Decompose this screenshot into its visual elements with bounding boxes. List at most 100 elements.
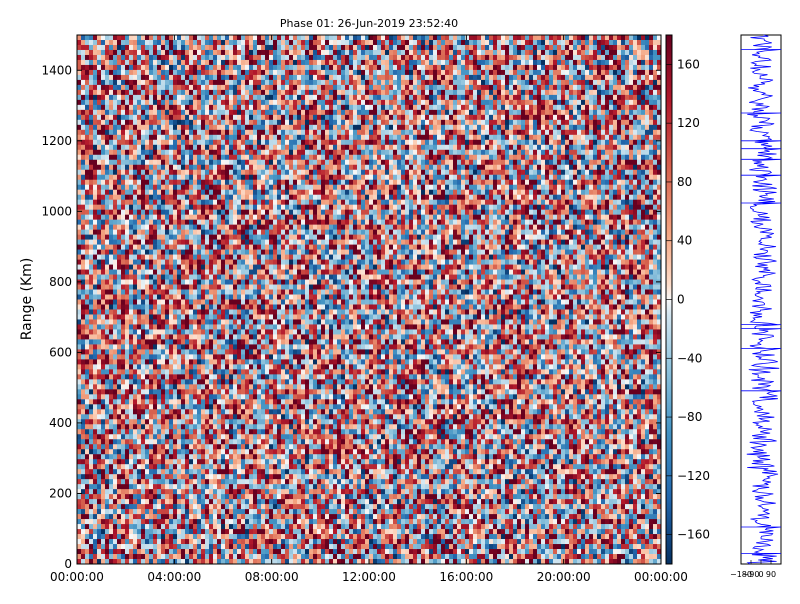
heatmap-cell	[201, 499, 206, 505]
heatmap-cell	[217, 234, 222, 240]
heatmap-cell	[81, 389, 86, 395]
heatmap-cell	[121, 274, 126, 280]
heatmap-cell	[85, 474, 90, 480]
heatmap-cell	[245, 69, 250, 76]
heatmap-cell	[237, 399, 242, 405]
heatmap-cell	[201, 104, 206, 111]
heatmap-cell	[229, 224, 234, 230]
heatmap-cell	[229, 299, 234, 305]
heatmap-cell	[89, 214, 94, 220]
heatmap-cell	[89, 454, 94, 460]
heatmap-cell	[209, 434, 214, 440]
heatmap-cell	[213, 544, 218, 550]
heatmap-cell	[161, 174, 166, 181]
heatmap-cell	[145, 289, 150, 295]
heatmap-cell	[125, 439, 130, 445]
heatmap-cell	[129, 349, 134, 355]
heatmap-cell	[229, 294, 234, 300]
heatmap-cell	[213, 289, 218, 295]
heatmap-cell	[225, 204, 230, 210]
heatmap-cell	[249, 304, 254, 310]
heatmap-cell	[117, 484, 122, 490]
heatmap-cell	[205, 364, 210, 370]
heatmap-cell	[233, 239, 238, 245]
heatmap-cell	[229, 339, 234, 345]
heatmap-cell	[241, 274, 246, 280]
heatmap-cell	[145, 199, 150, 205]
heatmap-cell	[265, 35, 270, 41]
heatmap-cell	[197, 274, 202, 280]
heatmap-cell	[129, 54, 134, 61]
heatmap-cell	[213, 144, 218, 151]
heatmap-cell	[93, 44, 98, 51]
heatmap-cell	[121, 379, 126, 385]
heatmap-cell	[133, 284, 138, 290]
heatmap-cell	[233, 279, 238, 285]
heatmap-cell	[205, 94, 210, 101]
heatmap-cell	[185, 529, 190, 535]
heatmap-cell	[233, 79, 238, 86]
heatmap-cell	[81, 299, 86, 305]
heatmap-cell	[253, 514, 258, 520]
heatmap-cell	[137, 499, 142, 505]
heatmap-cell	[145, 374, 150, 380]
heatmap-cell	[257, 379, 262, 385]
heatmap-cell	[189, 519, 194, 525]
heatmap-cell	[97, 419, 102, 425]
heatmap-cell	[261, 504, 266, 510]
heatmap-cell	[205, 124, 210, 131]
heatmap-cell	[153, 194, 158, 200]
heatmap-cell	[177, 559, 182, 565]
heatmap-cell	[225, 444, 230, 450]
heatmap-cell	[153, 529, 158, 535]
heatmap-cell	[81, 494, 86, 500]
heatmap-cell	[125, 539, 130, 545]
heatmap-cell	[117, 49, 122, 56]
heatmap-cell	[93, 299, 98, 305]
heatmap-cell	[133, 324, 138, 330]
heatmap-cell	[97, 249, 102, 255]
heatmap-cell	[101, 519, 106, 525]
heatmap-cell	[177, 279, 182, 285]
heatmap-cell	[241, 279, 246, 285]
heatmap-cell	[113, 519, 118, 525]
heatmap-cell	[113, 429, 118, 435]
heatmap-cell	[77, 554, 82, 560]
heatmap-cell	[77, 429, 82, 435]
heatmap-cell	[261, 79, 266, 86]
heatmap-cell	[229, 319, 234, 325]
heatmap-cell	[81, 354, 86, 360]
heatmap-cell	[153, 49, 158, 56]
heatmap-cell	[137, 174, 142, 181]
heatmap-cell	[97, 239, 102, 245]
heatmap-cell	[121, 124, 126, 131]
heatmap-cell	[101, 424, 106, 430]
heatmap-cell	[201, 384, 206, 390]
heatmap-cell	[233, 249, 238, 255]
heatmap-cell	[129, 104, 134, 111]
heatmap-cell	[137, 84, 142, 91]
heatmap-cell	[233, 469, 238, 475]
heatmap-cell	[145, 294, 150, 300]
heatmap-cell	[81, 549, 86, 555]
heatmap-cell	[253, 384, 258, 390]
heatmap-cell	[229, 394, 234, 400]
heatmap-cell	[213, 129, 218, 136]
heatmap-cell	[201, 64, 206, 71]
heatmap-cell	[105, 379, 110, 385]
heatmap-cell	[185, 504, 190, 510]
heatmap-cell	[209, 374, 214, 380]
heatmap-cell	[193, 84, 198, 91]
heatmap-cell	[141, 39, 146, 46]
heatmap-cell	[113, 164, 118, 171]
heatmap-cell	[89, 84, 94, 91]
heatmap-cell	[221, 109, 226, 116]
heatmap-cell	[145, 189, 150, 195]
heatmap-cell	[145, 319, 150, 325]
heatmap-cell	[85, 134, 90, 141]
heatmap-cell	[125, 534, 130, 540]
heatmap-cell	[153, 124, 158, 131]
heatmap-cell	[209, 214, 214, 220]
heatmap-cell	[121, 249, 126, 255]
heatmap-cell	[245, 384, 250, 390]
